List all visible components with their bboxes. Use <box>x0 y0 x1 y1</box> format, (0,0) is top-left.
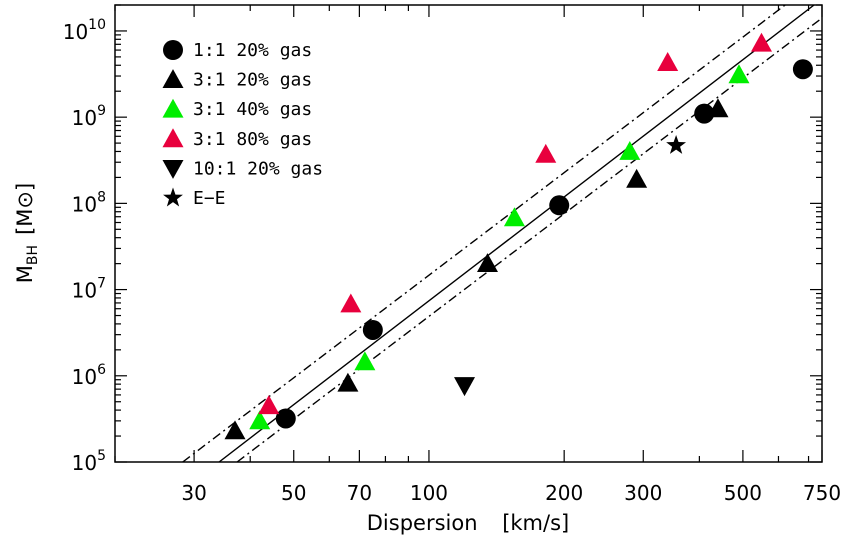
legend-label-3-1-20-gas: 3:1 20% gas <box>193 70 312 91</box>
plot-frame <box>114 4 823 463</box>
x-tick-label-70: 70 <box>347 481 372 505</box>
fit-line-2 <box>182 5 786 462</box>
legend-marker-e-e <box>163 187 183 207</box>
legend-marker-3-1-20-gas <box>162 69 184 88</box>
legend-label-3-1-40-gas: 3:1 40% gas <box>193 99 312 120</box>
point-3-1-80-gas-2 <box>340 293 362 313</box>
y-tick-label-1e9: 109 <box>72 103 106 130</box>
legend-marker-1-1-20-gas <box>163 40 183 60</box>
y-axis-title: MBH [M⊙] <box>13 183 41 283</box>
y-tick-label-1e5: 105 <box>72 448 106 475</box>
x-tick-label-200: 200 <box>545 481 583 505</box>
point-1-1-20-gas-1 <box>275 408 296 429</box>
x-tick-label-50: 50 <box>281 481 306 505</box>
point-1-1-20-gas-4 <box>694 103 715 124</box>
legend: 1:1 20% gas 3:1 20% gas 3:1 40% gas 3:1 80%… <box>162 40 323 209</box>
data-points <box>224 32 813 440</box>
point-3-1-20-gas-3 <box>476 253 498 273</box>
point-1-1-20-gas-5 <box>792 59 813 80</box>
y-tick-labels: 105 106 107 108 109 1010 <box>63 17 106 475</box>
x-axis-unit: [km/s] <box>502 511 569 535</box>
point-3-1-40-gas-3 <box>503 207 525 227</box>
point-3-1-20-gas-5 <box>707 98 729 118</box>
x-tick-label-500: 500 <box>724 481 762 505</box>
x-tick-labels: 30 50 70 100 200 300 500 750 <box>181 481 841 505</box>
point-3-1-40-gas-4 <box>619 140 641 160</box>
legend-label-e-e: E−E <box>193 188 226 209</box>
y-axis-subscript: BH <box>25 245 41 265</box>
point-3-1-20-gas-1 <box>224 420 246 440</box>
point-3-1-20-gas-4 <box>626 168 648 188</box>
y-tick-label-1e10: 1010 <box>63 17 106 44</box>
legend-label-3-1-80-gas: 3:1 80% gas <box>193 129 312 150</box>
x-tick-label-100: 100 <box>410 481 448 505</box>
y-tick-label-1e8: 108 <box>72 189 106 216</box>
axis-ticks <box>114 4 823 463</box>
legend-marker-10-1-20-gas <box>162 160 184 179</box>
legend-marker-3-1-40-gas <box>162 98 184 118</box>
point-3-1-40-gas-5 <box>728 64 750 84</box>
x-tick-label-750: 750 <box>803 481 841 505</box>
point-10-1-20-gas-1 <box>454 377 476 397</box>
y-tick-label-1e6: 106 <box>72 362 106 389</box>
fit-lines <box>182 5 822 462</box>
fit-line-3 <box>236 18 822 462</box>
point-3-1-80-gas-3 <box>535 143 557 163</box>
point-3-1-20-gas-2 <box>337 372 359 392</box>
fit-line-1 <box>218 5 815 462</box>
x-tick-label-300: 300 <box>624 481 662 505</box>
legend-label-1-1-20-gas: 1:1 20% gas <box>193 40 312 61</box>
point-3-1-80-gas-5 <box>750 32 772 52</box>
point-1-1-20-gas-3 <box>549 195 570 216</box>
y-tick-label-1e7: 107 <box>72 276 106 303</box>
y-axis-label: M <box>13 265 37 283</box>
x-tick-label-30: 30 <box>181 481 206 505</box>
point-1-1-20-gas-2 <box>362 319 383 340</box>
x-axis-title: Dispersion [km/s] <box>367 511 569 535</box>
point-3-1-40-gas-2 <box>354 351 376 371</box>
legend-marker-3-1-80-gas <box>162 128 184 148</box>
point-e-e-1 <box>666 134 687 154</box>
x-axis-label: Dispersion <box>367 511 478 535</box>
point-3-1-40-gas-1 <box>249 410 271 430</box>
legend-label-10-1-20-gas: 10:1 20% gas <box>193 158 323 179</box>
point-3-1-80-gas-4 <box>657 52 679 71</box>
y-axis-unit: [M⊙] <box>13 183 37 235</box>
point-3-1-80-gas-1 <box>258 395 280 415</box>
